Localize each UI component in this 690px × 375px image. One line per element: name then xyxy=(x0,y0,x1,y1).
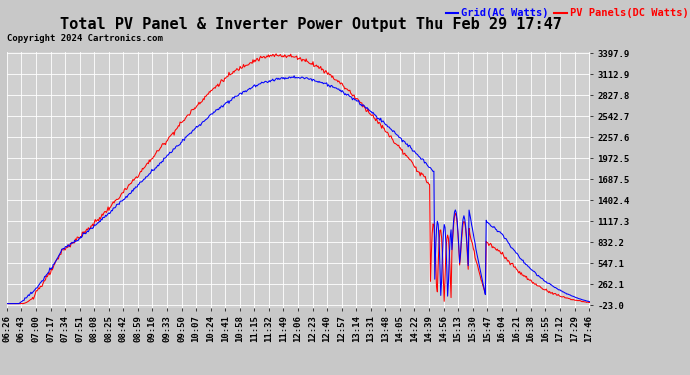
Text: Copyright 2024 Cartronics.com: Copyright 2024 Cartronics.com xyxy=(7,34,163,43)
Text: Total PV Panel & Inverter Power Output Thu Feb 29 17:47: Total PV Panel & Inverter Power Output T… xyxy=(59,17,562,32)
Legend: Grid(AC Watts), PV Panels(DC Watts): Grid(AC Watts), PV Panels(DC Watts) xyxy=(442,4,690,22)
